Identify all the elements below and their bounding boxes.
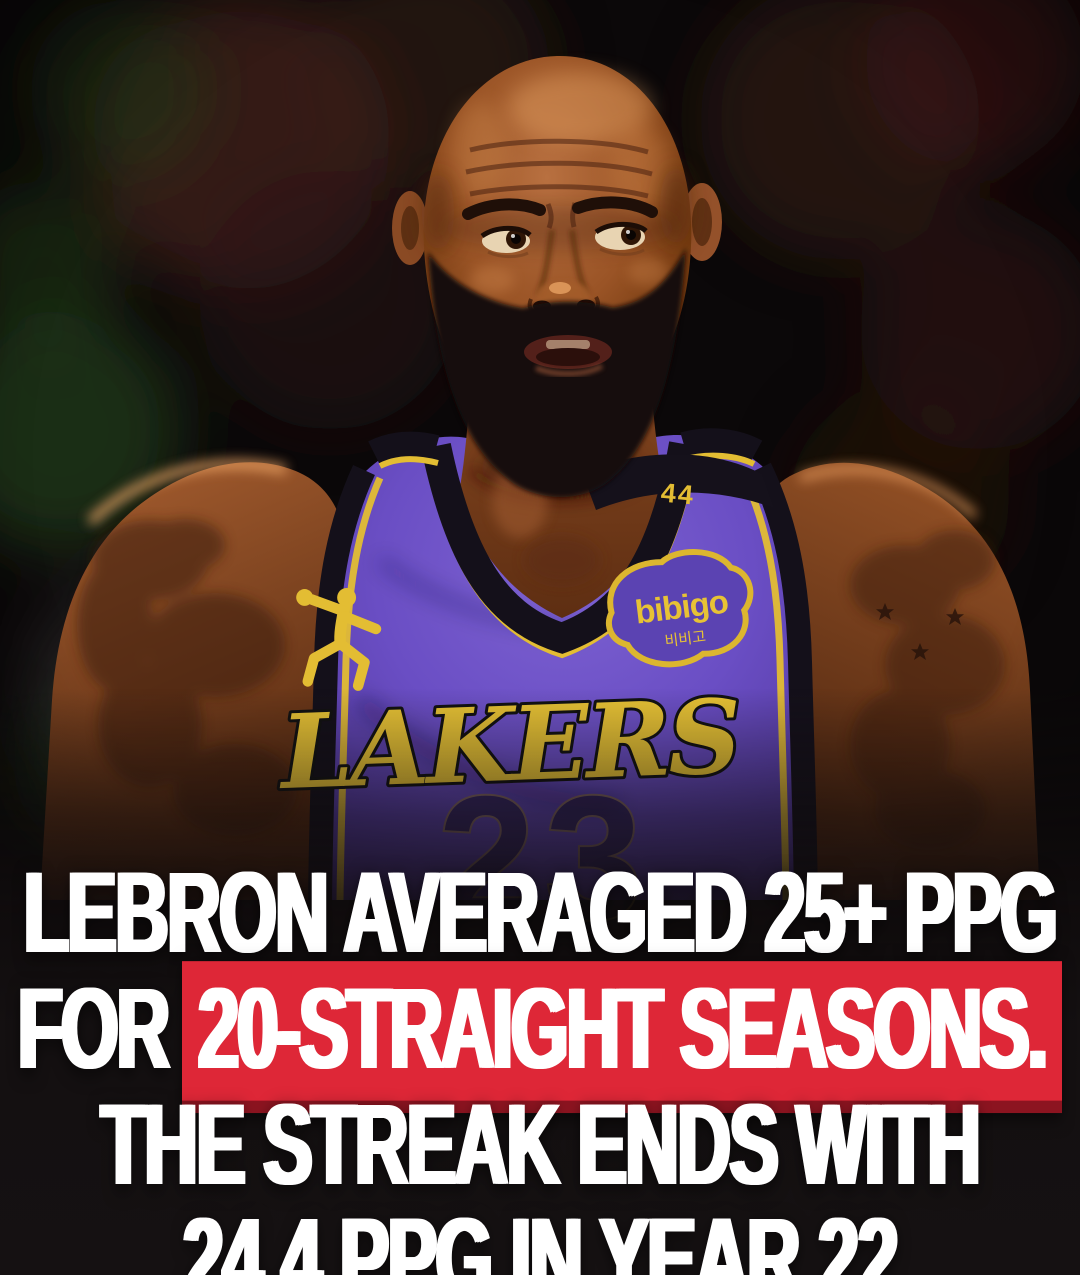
caption-highlight: 20-STRAIGHT SEASONS.: [182, 961, 1063, 1101]
caption-line-4: 24.4 PPG IN YEAR 22: [0, 1194, 1080, 1275]
caption-line-2-text: FOR 20-STRAIGHT SEASONS.: [18, 961, 1063, 1101]
caption-line-2: FOR 20-STRAIGHT SEASONS.: [0, 961, 1080, 1101]
caption-line-3-text: THE STREAK ENDS WITH: [100, 1080, 981, 1209]
caption-line-3: THE STREAK ENDS WITH: [0, 1087, 1080, 1202]
caption-line-4-text: 24.4 PPG IN YEAR 22: [182, 1194, 899, 1275]
caption-line-1: LEBRON AVERAGED 25+ PPG: [0, 855, 1080, 970]
caption-line-1-text: LEBRON AVERAGED 25+ PPG: [23, 848, 1058, 977]
caption-line-2-prefix: FOR: [17, 964, 170, 1093]
